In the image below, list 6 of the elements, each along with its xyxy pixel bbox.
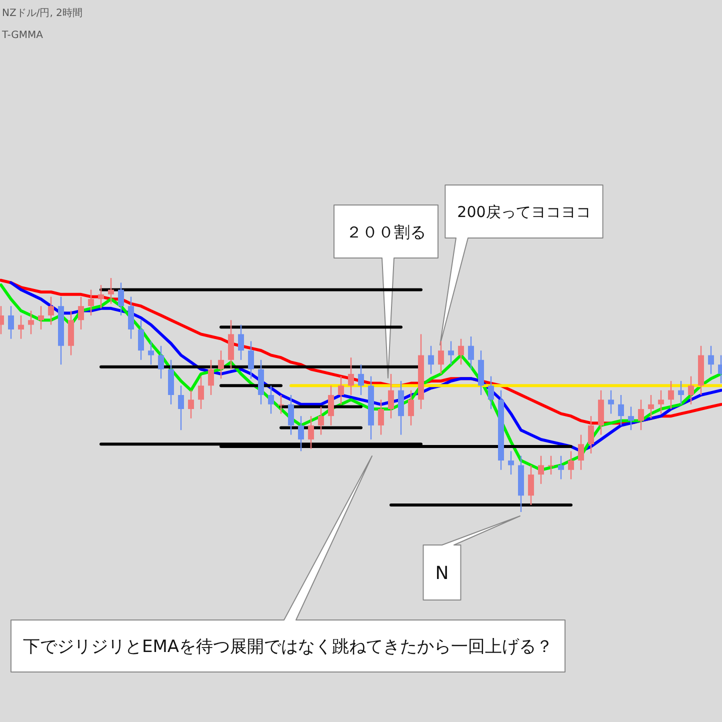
chart-title: NZドル/円, 2時間: [2, 7, 82, 19]
text: ２００割る: [346, 222, 426, 242]
text: N: [435, 562, 449, 584]
text: 下でジリジリとEMAを待つ展開ではなく跳ねてきたから一回上げる？: [22, 637, 554, 658]
text: 200戻ってヨコヨコ: [457, 202, 591, 221]
chart-subtitle: T-GMMA: [1, 30, 44, 41]
